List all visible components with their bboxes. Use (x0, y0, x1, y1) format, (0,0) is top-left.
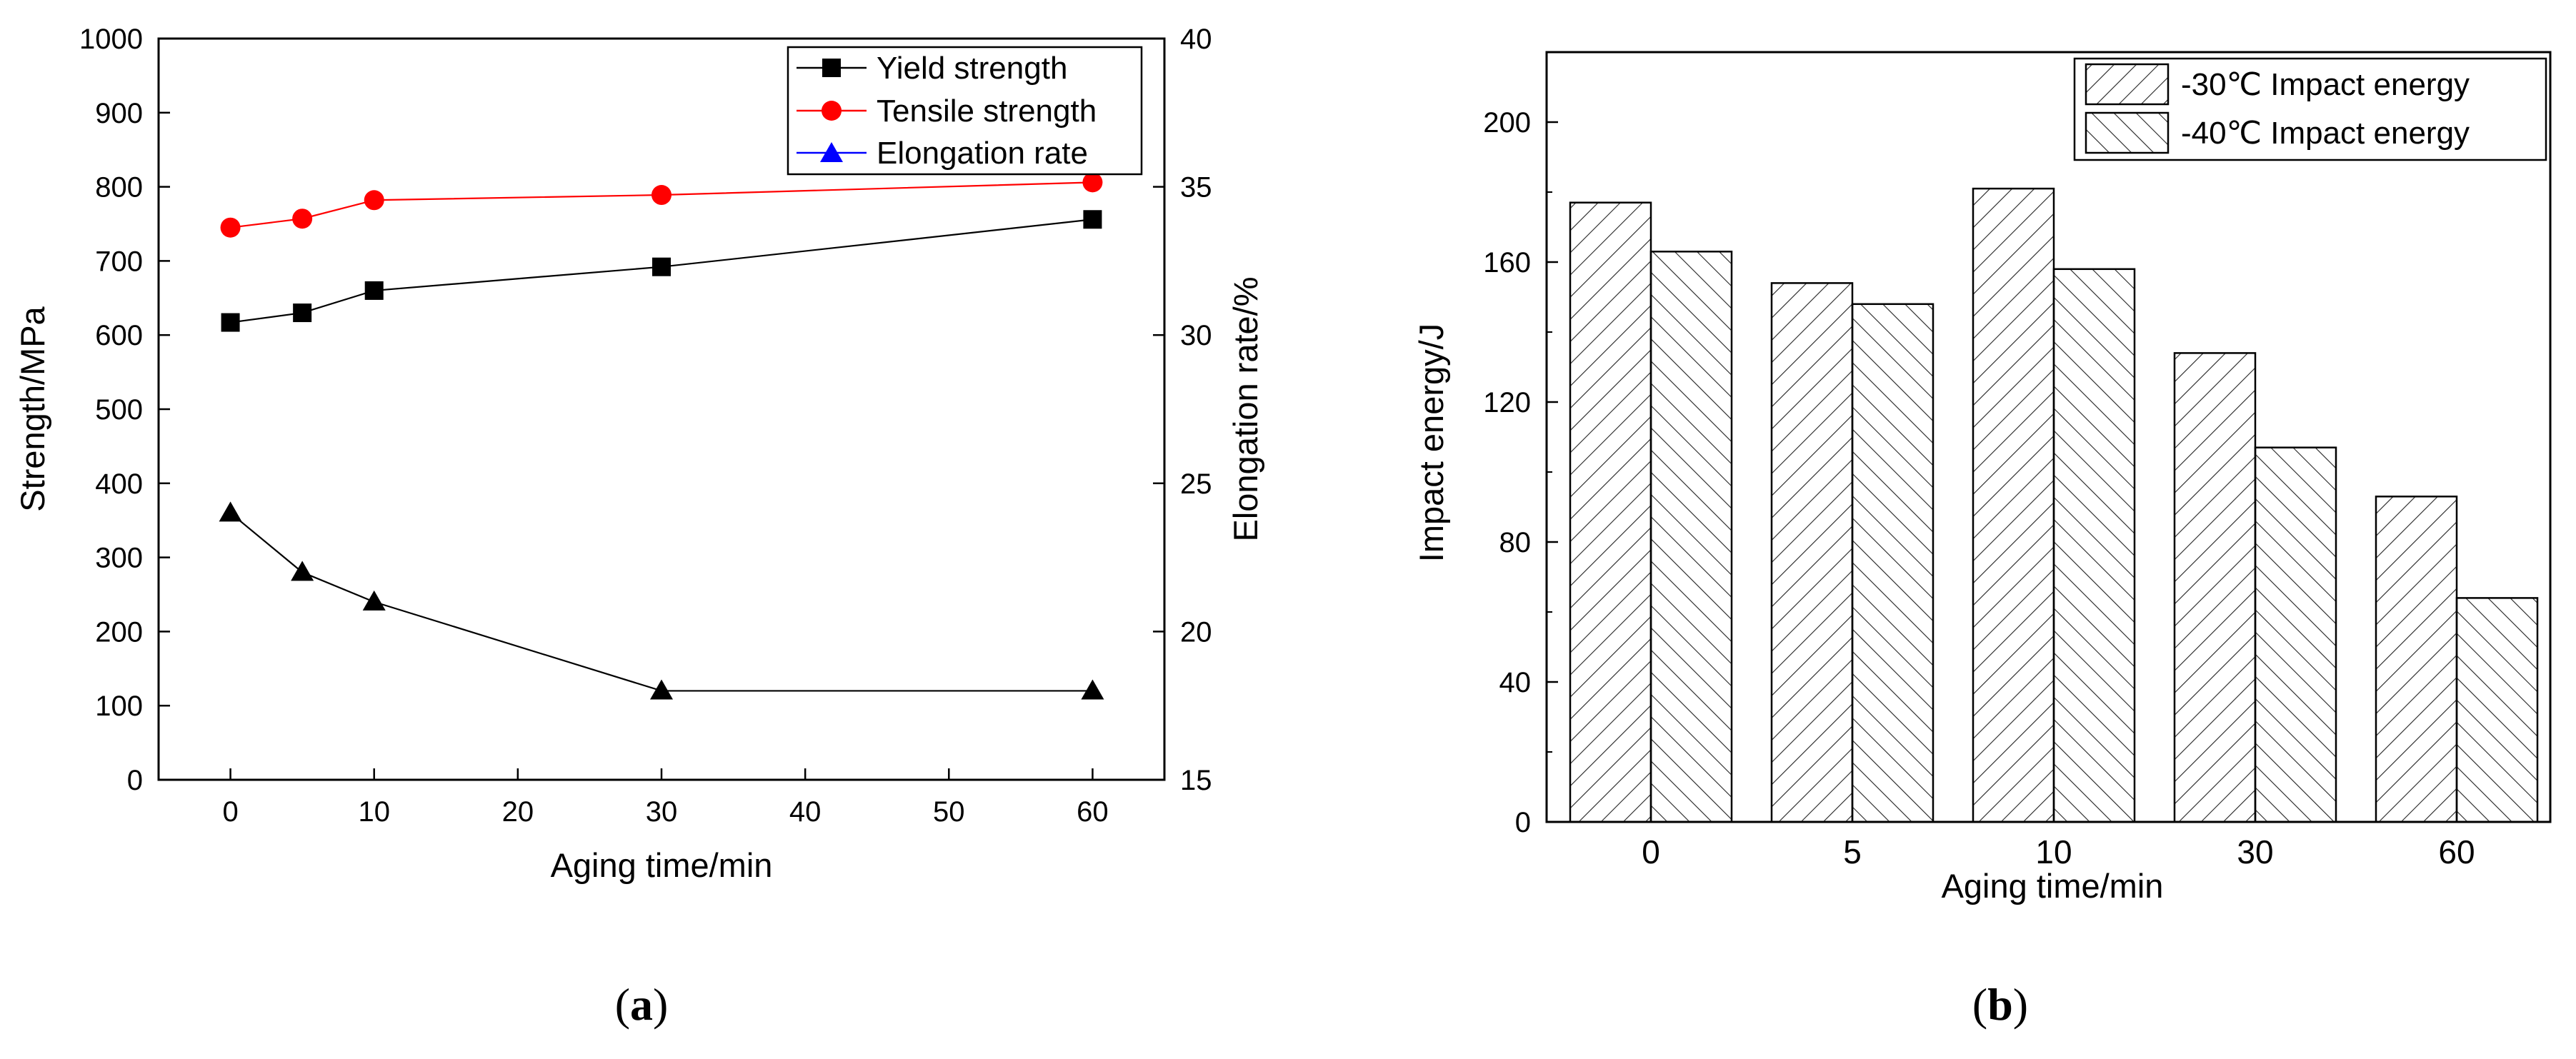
elongation-point (650, 679, 673, 700)
elongation-point (1081, 679, 1104, 700)
a-y2-tick-label: 20 (1180, 616, 1212, 648)
b-y-tick-label: 160 (1483, 247, 1531, 278)
chart-a-legend: Yield strength Tensile strength Elongati… (787, 46, 1143, 176)
a-y-tick-label: 200 (95, 616, 143, 648)
a-y2-tick-label: 35 (1180, 172, 1212, 204)
tensile-point (220, 217, 241, 238)
series-line-2 (229, 512, 1093, 692)
a-x-tick-label: 30 (646, 796, 678, 828)
chart-a-series (219, 172, 1104, 700)
legend-label-tensile: Tensile strength (877, 94, 1097, 129)
a-y-tick-label: 0 (127, 765, 143, 796)
legend-marker-elongation (820, 142, 843, 162)
bar-minus30 (2173, 352, 2257, 823)
legend-marker-tensile (822, 101, 842, 121)
legend-swatch-minus40 (2085, 111, 2170, 154)
a-y2-tick-label: 30 (1180, 320, 1212, 351)
b-x-tick-label: 30 (2237, 833, 2273, 870)
bar-minus40 (1649, 251, 1733, 823)
a-x-tick-label: 50 (933, 796, 965, 828)
yield-point (364, 281, 384, 300)
yield-point (221, 313, 240, 332)
a-y2-tick-label: 25 (1180, 468, 1212, 500)
a-y2-tick-label: 15 (1180, 765, 1212, 796)
a-x-tick-label: 60 (1077, 796, 1109, 828)
a-x-tick-label: 0 (222, 796, 238, 828)
chart-b-ylabel: Impact energy/J (1412, 323, 1450, 562)
b-x-tick-label: 10 (2035, 833, 2072, 870)
elongation-point (219, 501, 242, 522)
a-y-tick-label: 700 (95, 246, 143, 277)
a-y-tick-label: 100 (95, 691, 143, 722)
panel-label-b-letter: b (1987, 979, 2013, 1030)
chart-a-ylabel-right: Elongation rate/% (1227, 276, 1264, 541)
b-x-tick-label: 0 (1642, 833, 1660, 870)
elongation-point (362, 590, 386, 611)
b-y-tick-label: 200 (1483, 107, 1531, 139)
a-y-tick-label: 1000 (79, 24, 143, 55)
legend-label-minus40: -40℃ Impact energy (2181, 116, 2470, 151)
panel-label-b: (b) (1972, 979, 2028, 1030)
b-x-tick-label: 60 (2438, 833, 2475, 870)
legend-swatch-minus30 (2085, 63, 2170, 106)
bar-minus40 (2254, 446, 2337, 823)
panel-label-a: (a) (615, 979, 669, 1030)
a-y-tick-label: 900 (95, 98, 143, 129)
b-y-tick-label: 0 (1515, 807, 1531, 838)
a-y2-tick-label: 40 (1180, 24, 1212, 55)
a-y-tick-label: 400 (95, 468, 143, 500)
legend-label-yield: Yield strength (877, 51, 1067, 86)
bar-minus40 (2052, 268, 2136, 823)
tensile-point (364, 190, 384, 211)
a-x-tick-label: 20 (502, 796, 534, 828)
a-y-tick-label: 800 (95, 172, 143, 204)
elongation-point (291, 561, 314, 581)
a-y-tick-label: 500 (95, 394, 143, 426)
b-y-tick-label: 80 (1499, 527, 1532, 558)
bar-minus40 (1851, 303, 1935, 823)
a-y-tick-label: 600 (95, 320, 143, 351)
chart-b-bars (1569, 187, 2539, 823)
tensile-point (652, 185, 672, 206)
chart-a-ticks: 0 10 20 30 40 50 60010020030040050060070080090… (79, 24, 1212, 828)
a-y-tick-label: 300 (95, 543, 143, 574)
bar-minus40 (2455, 597, 2539, 823)
yield-point (652, 257, 671, 276)
b-y-tick-label: 120 (1483, 387, 1531, 418)
chart-b-ticks: 0 40 80 120 160 200 0 5 10 30 60 (1483, 107, 2475, 870)
chart-a: 0 10 20 30 40 50 60010020030040050060070080090… (14, 24, 1264, 1030)
b-y-tick-label: 40 (1499, 667, 1532, 698)
legend-marker-yield (822, 59, 841, 77)
a-x-tick-label: 10 (358, 796, 390, 828)
yield-point (1083, 210, 1102, 229)
panel-label-a-letter: a (630, 979, 653, 1030)
bar-minus30 (1972, 187, 2055, 823)
bar-minus30 (2375, 496, 2458, 823)
a-x-tick-label: 40 (789, 796, 822, 828)
chart-a-xlabel: Aging time/min (551, 846, 773, 884)
yield-point (293, 303, 312, 323)
legend-label-elongation: Elongation rate (877, 136, 1088, 171)
tensile-point (292, 209, 313, 229)
chart-b-legend: -30℃ Impact energy -40℃ Impact energy (2073, 57, 2547, 161)
tensile-point (1082, 172, 1103, 193)
bar-minus30 (1770, 282, 1854, 823)
chart-b-xlabel: Aging time/min (1942, 867, 2164, 905)
chart-a-ylabel: Strength/MPa (14, 306, 51, 511)
legend-label-minus30: -30℃ Impact energy (2181, 67, 2470, 102)
bar-minus30 (1569, 201, 1652, 823)
b-x-tick-label: 5 (1843, 833, 1862, 870)
chart-b: 0 40 80 120 160 200 0 5 10 30 60 Aging time/min Im… (1412, 51, 2552, 1030)
